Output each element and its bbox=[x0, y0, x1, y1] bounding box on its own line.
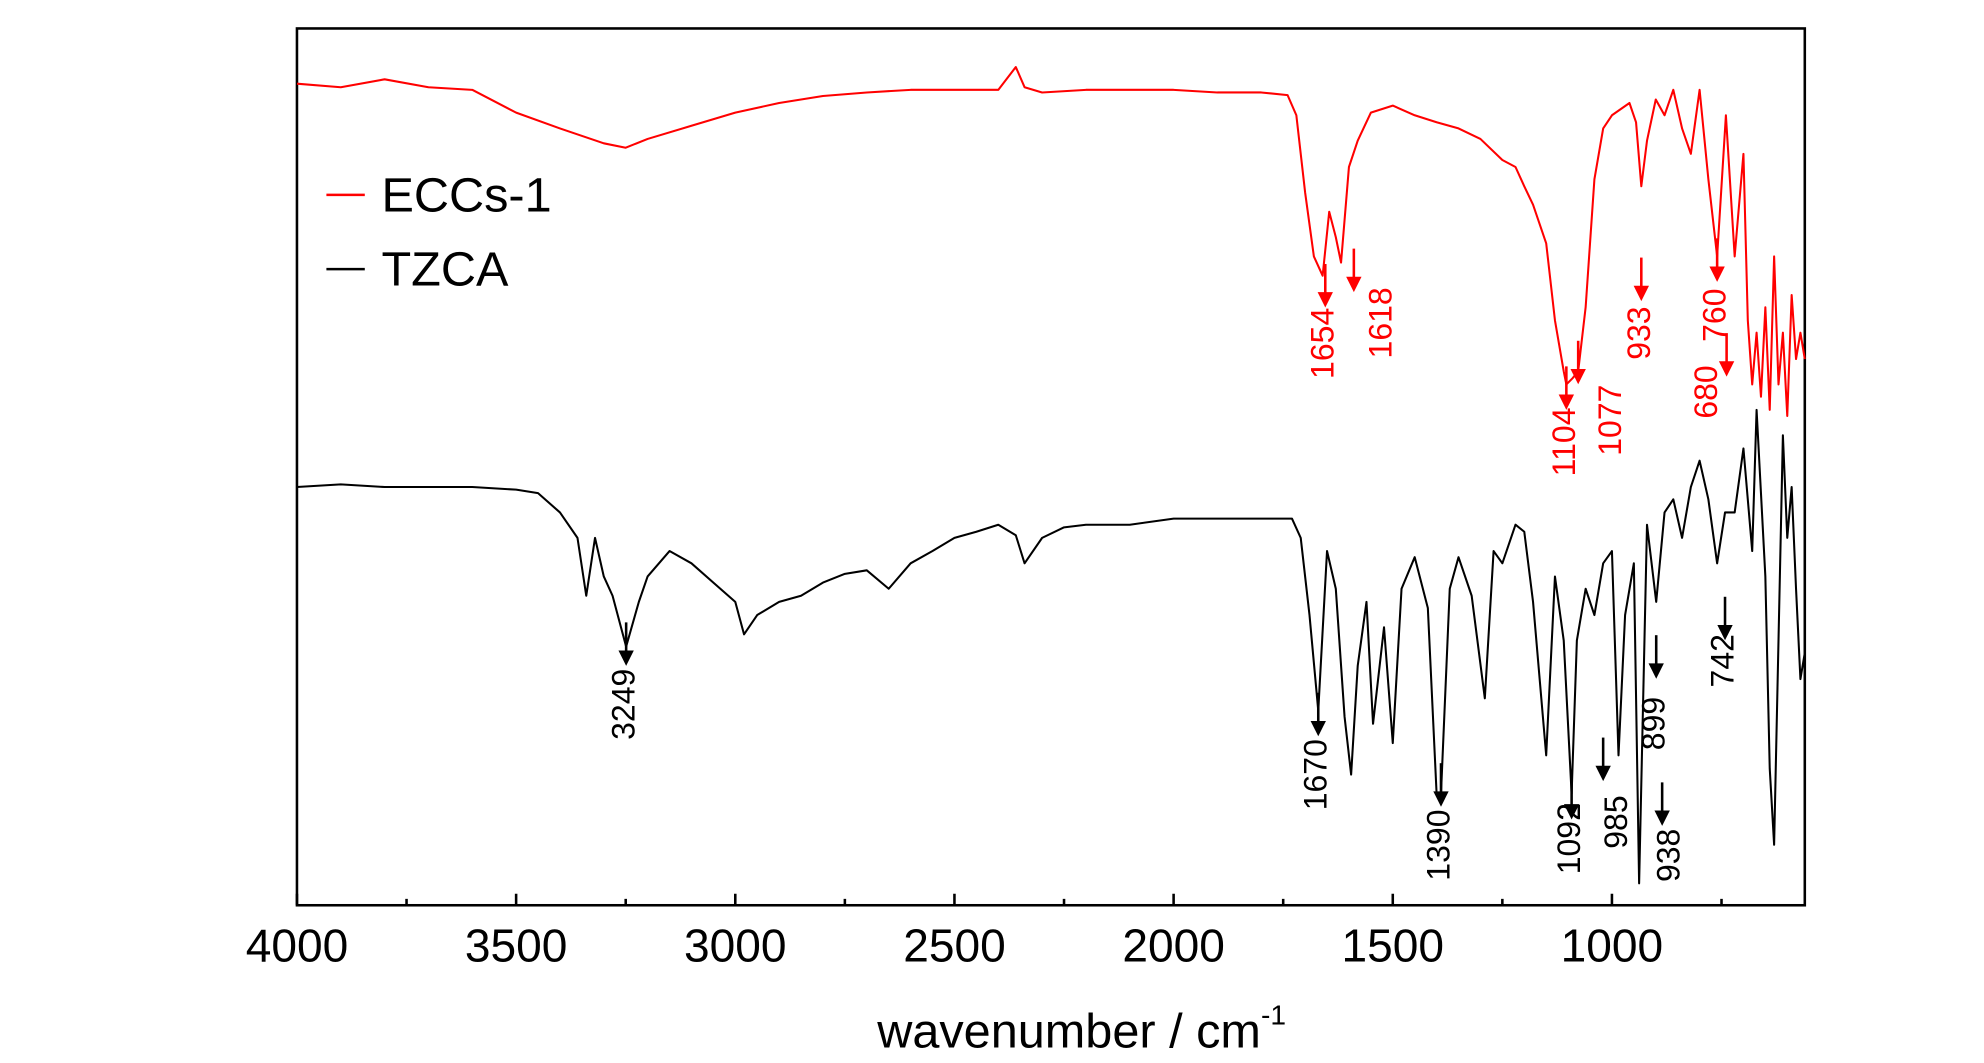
annotation-label: 1077 bbox=[1592, 385, 1628, 456]
annotation-arrow-head bbox=[1718, 361, 1735, 377]
annotation-label: 742 bbox=[1704, 634, 1740, 687]
x-axis-label-text: wavenumber / cm bbox=[876, 1004, 1261, 1058]
annotation-arrow-head bbox=[1648, 663, 1664, 679]
annotation-arrow-head bbox=[1317, 292, 1333, 308]
annotation-label: 680 bbox=[1688, 365, 1724, 418]
annotation-arrow-head bbox=[1433, 791, 1449, 807]
x-tick-label: 2000 bbox=[1122, 920, 1225, 972]
spectrum-line bbox=[296, 408, 1806, 885]
annotation-label: 760 bbox=[1697, 288, 1733, 341]
annotation-arrow-head bbox=[1563, 804, 1580, 820]
annotation-label: 985 bbox=[1598, 795, 1634, 848]
annotation-arrow-head bbox=[1595, 765, 1611, 782]
annotation-arrow-head bbox=[1310, 720, 1326, 737]
annotation-label: 1618 bbox=[1363, 287, 1399, 358]
annotation-label: 938 bbox=[1651, 829, 1687, 882]
x-axis-label: wavenumber / cm-1 bbox=[876, 999, 1286, 1058]
annotation-label: 1654 bbox=[1305, 308, 1341, 379]
x-tick-label: 1500 bbox=[1342, 920, 1445, 972]
annotation-arrow-head bbox=[1633, 285, 1649, 302]
annotation-arrow-head bbox=[1654, 810, 1670, 826]
annotation-label: 1670 bbox=[1298, 739, 1334, 810]
annotation-arrow-head bbox=[1558, 394, 1575, 410]
annotation-arrow-head bbox=[1346, 276, 1362, 293]
annotation-arrow-head bbox=[618, 650, 634, 666]
annotation-label: 899 bbox=[1636, 697, 1672, 750]
spectrum-line bbox=[296, 66, 1806, 418]
annotation-label: 933 bbox=[1621, 306, 1657, 359]
annotation-arrow-head bbox=[1570, 368, 1586, 385]
plot-frame bbox=[295, 27, 1807, 907]
annotation-label: 1104 bbox=[1546, 407, 1582, 476]
x-tick-label: 2500 bbox=[903, 920, 1006, 972]
annotation-label: 3249 bbox=[606, 669, 642, 740]
legend-label: TZCA bbox=[381, 243, 509, 297]
annotation-label: 1390 bbox=[1420, 810, 1456, 881]
annotation-arrow-head bbox=[1709, 266, 1725, 282]
legend-label: ECCs-1 bbox=[381, 169, 551, 223]
x-tick-label: 3000 bbox=[684, 920, 787, 972]
x-axis-label-superscript: -1 bbox=[1261, 999, 1286, 1030]
annotation-label: 1092 bbox=[1551, 803, 1587, 874]
x-tick-label: 3500 bbox=[465, 920, 568, 972]
annotation-arrow-head bbox=[1717, 624, 1733, 641]
x-tick-label: 4000 bbox=[246, 920, 349, 972]
x-tick-label: 1000 bbox=[1561, 920, 1664, 972]
